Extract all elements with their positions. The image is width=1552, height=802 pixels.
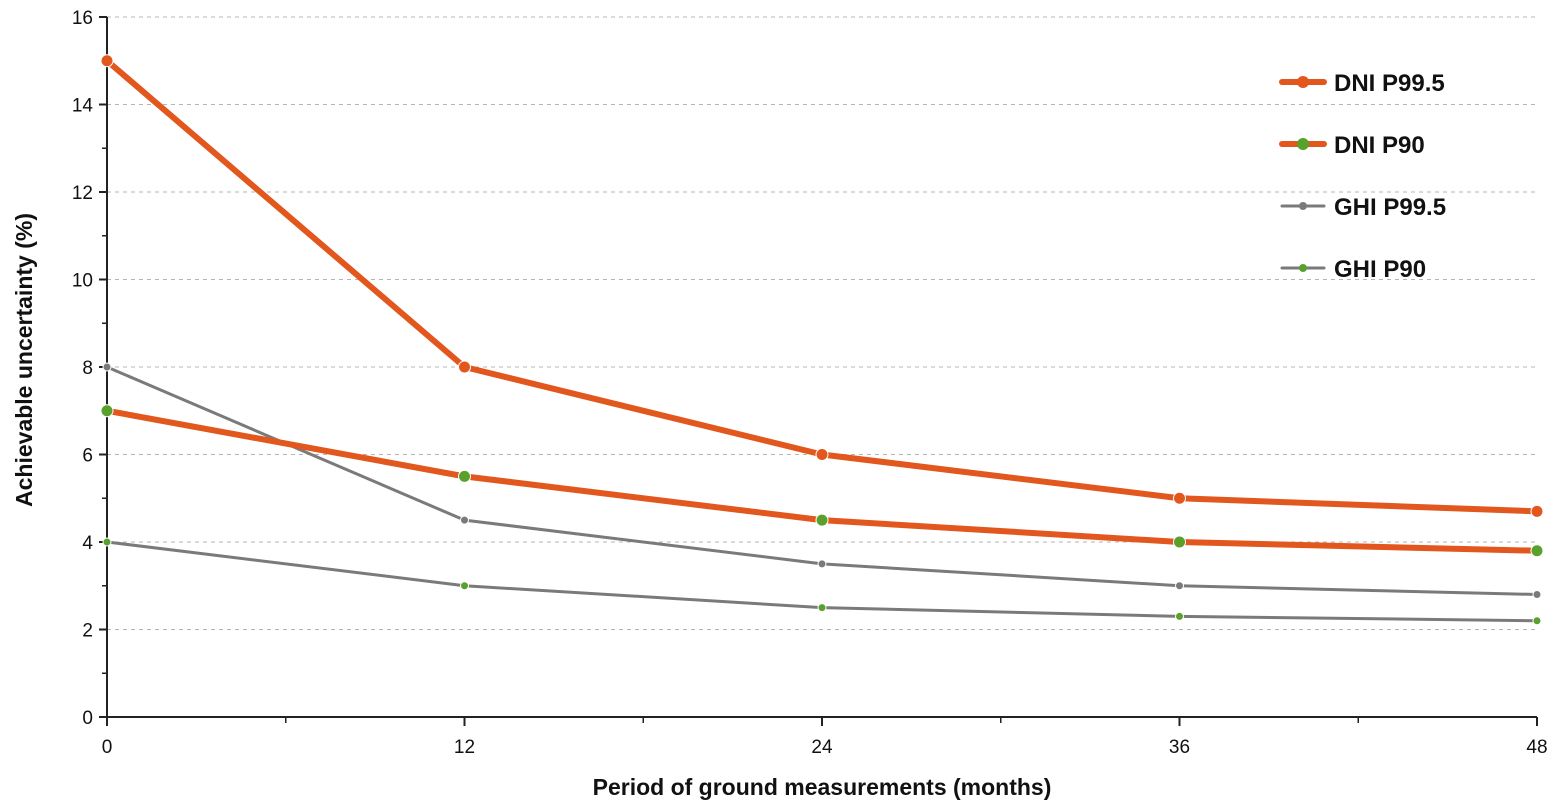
y-tick-label: 6 [82, 446, 93, 467]
x-tick-label: 12 [454, 737, 475, 758]
data-point [1531, 505, 1543, 517]
data-point [816, 449, 828, 461]
y-tick-label: 12 [72, 183, 93, 204]
data-point [101, 405, 113, 417]
series-line [107, 411, 1537, 551]
data-point [1533, 617, 1541, 625]
data-point [461, 516, 469, 524]
data-point [103, 363, 111, 371]
data-point [103, 538, 111, 546]
data-point [818, 560, 826, 568]
data-point [818, 604, 826, 612]
y-tick-label: 16 [72, 8, 93, 29]
data-point [101, 55, 113, 67]
y-tick-label: 10 [72, 271, 93, 292]
legend-label: DNI P90 [1334, 132, 1425, 159]
x-tick-label: 0 [102, 737, 113, 758]
y-axis-title: Achievable uncertainty (%) [11, 213, 37, 507]
data-point [1176, 612, 1184, 620]
grid-lines [107, 17, 1537, 630]
y-tick-label: 8 [82, 358, 93, 379]
legend-marker [1299, 264, 1307, 272]
x-axis-title: Period of ground measurements (months) [593, 774, 1052, 800]
y-tick-label: 0 [82, 708, 93, 729]
data-point [816, 514, 828, 526]
data-point [461, 582, 469, 590]
data-point [1176, 582, 1184, 590]
data-point [1533, 591, 1541, 599]
x-tick-label: 36 [1169, 737, 1190, 758]
y-tick-label: 14 [72, 96, 94, 117]
x-tick-label: 24 [811, 737, 833, 758]
y-tick-label: 4 [82, 533, 93, 554]
data-point [459, 361, 471, 373]
legend-marker [1297, 138, 1309, 150]
data-point [1174, 536, 1186, 548]
series-line [107, 61, 1537, 512]
x-tick-label: 48 [1526, 737, 1547, 758]
legend-marker [1297, 76, 1309, 88]
legend-label: GHI P99.5 [1334, 194, 1446, 221]
data-point [1531, 545, 1543, 557]
data-point [1174, 492, 1186, 504]
legend-marker [1299, 202, 1307, 210]
legend-label: GHI P90 [1334, 256, 1426, 283]
legend: DNI P99.5 DNI P90 GHI P99.5 GHI P90 [1282, 70, 1446, 283]
y-tick-label: 2 [82, 621, 93, 642]
series-lines [101, 55, 1543, 625]
data-point [459, 470, 471, 482]
legend-label: DNI P99.5 [1334, 70, 1445, 97]
